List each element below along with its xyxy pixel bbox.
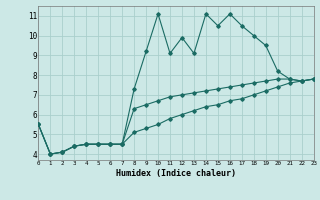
X-axis label: Humidex (Indice chaleur): Humidex (Indice chaleur) — [116, 169, 236, 178]
